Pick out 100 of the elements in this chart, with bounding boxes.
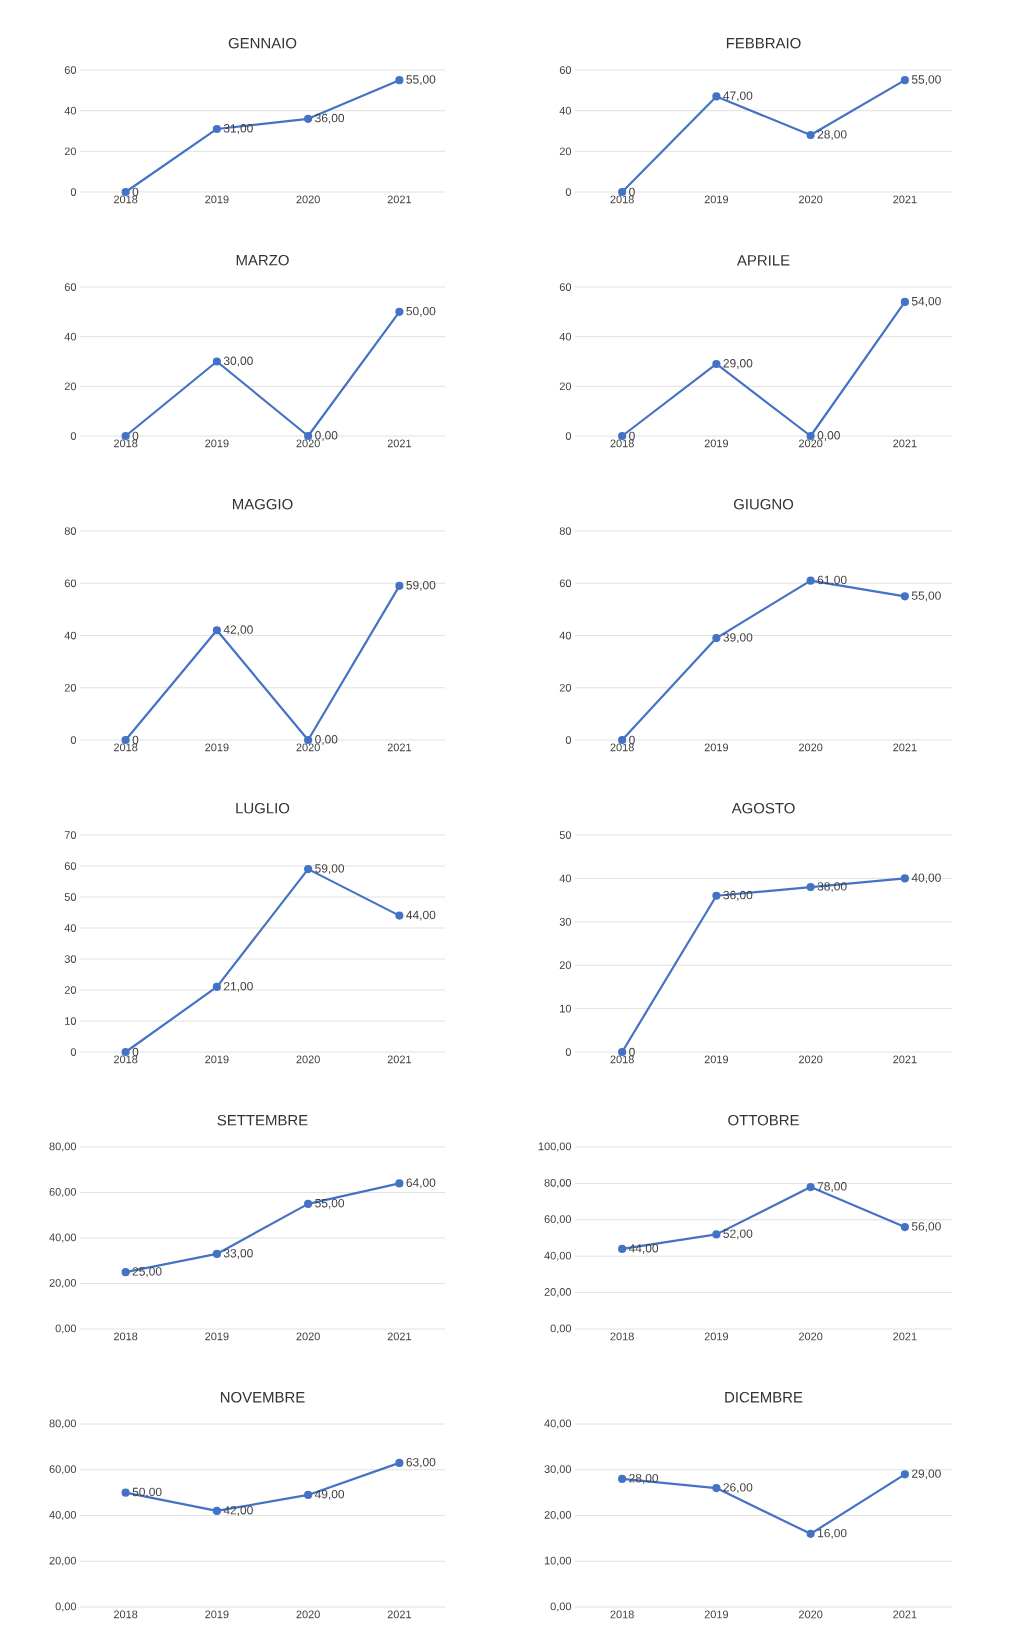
- y-tick-label: 20,00: [49, 1279, 77, 1289]
- point: [395, 307, 404, 316]
- x-tick-label: 2019: [704, 195, 729, 204]
- x-tick-label: 2019: [704, 1332, 729, 1341]
- y-tick-label: 60: [559, 579, 572, 588]
- y-tick-label: 20: [559, 961, 572, 970]
- data-label: 26,00: [723, 1483, 753, 1494]
- y-tick-label: 80,00: [544, 1178, 572, 1188]
- y-tick-label: 60: [64, 283, 77, 291]
- x-tick-label: 2020: [798, 195, 823, 204]
- y-tick-label: 20: [559, 147, 572, 156]
- x-tick-label: 2019: [205, 1610, 229, 1619]
- x-tick-label: 2020: [798, 743, 823, 752]
- x-tick-label: 2018: [610, 1055, 634, 1064]
- y-tick-label: 20: [64, 147, 77, 156]
- point: [712, 1483, 721, 1493]
- x-tick-label: 2021: [387, 1332, 412, 1341]
- data-label: 44,00: [628, 1244, 659, 1254]
- y-tick-label: 0: [70, 432, 77, 440]
- x-tick-label: 2021: [387, 1610, 412, 1619]
- y-tick-label: 40,00: [544, 1251, 572, 1261]
- y-tick-label: 80: [64, 527, 77, 535]
- x-tick-label: 2021: [387, 195, 412, 204]
- chart-title: FEBBRAIO: [726, 37, 801, 49]
- y-tick-label: 80,00: [49, 1142, 77, 1152]
- y-tick-label: 10: [560, 1004, 572, 1013]
- y-tick-label: 0,00: [55, 1324, 77, 1334]
- y-tick-label: 20: [559, 683, 572, 692]
- x-tick-label: 2019: [704, 1610, 729, 1619]
- chart-title: LUGLIO: [236, 802, 290, 814]
- data-label: 0: [132, 735, 139, 745]
- y-tick-label: 80,00: [49, 1419, 77, 1429]
- x-tick-label: 2018: [113, 1055, 138, 1064]
- point: [806, 883, 815, 892]
- y-tick-label: 60: [64, 66, 77, 74]
- point: [395, 1179, 404, 1188]
- data-label: 55,00: [911, 75, 941, 86]
- point: [618, 1474, 627, 1484]
- point: [712, 359, 721, 369]
- chart-title: SETTEMBRE: [217, 1114, 308, 1126]
- y-tick-label: 40: [64, 924, 77, 932]
- y-tick-label: 40: [64, 631, 77, 640]
- point: [304, 114, 313, 123]
- data-label: 0: [132, 187, 139, 197]
- point: [121, 1488, 130, 1497]
- point: [395, 581, 404, 590]
- x-tick-label: 2021: [893, 439, 917, 448]
- x-tick-label: 2018: [113, 439, 138, 448]
- point: [304, 865, 313, 874]
- data-label: 0: [132, 431, 139, 441]
- chart-title: MAGGIO: [233, 498, 293, 510]
- y-tick-label: 60,00: [49, 1465, 77, 1475]
- x-tick-label: 2021: [893, 743, 917, 752]
- y-tick-label: 10,00: [544, 1556, 572, 1566]
- y-tick-label: 50: [559, 831, 572, 839]
- point: [806, 130, 815, 140]
- point: [212, 124, 221, 134]
- data-label: 29,00: [911, 1469, 941, 1480]
- y-tick-label: 0,00: [55, 1602, 77, 1612]
- y-tick-label: 60,00: [49, 1188, 77, 1198]
- data-label: 0: [629, 1047, 635, 1057]
- chart-title: DICEMBRE: [725, 1391, 803, 1403]
- point: [900, 1223, 909, 1232]
- point: [618, 1244, 627, 1254]
- x-tick-label: 2019: [205, 1332, 229, 1341]
- y-tick-label: 0,00: [550, 1602, 572, 1612]
- chart-title: GIUGNO: [733, 498, 794, 510]
- y-tick-label: 20: [559, 382, 572, 391]
- y-tick-label: 100,00: [538, 1142, 572, 1152]
- y-tick-label: 60: [64, 579, 77, 588]
- x-tick-label: 2019: [205, 439, 229, 448]
- y-tick-label: 70: [64, 831, 77, 839]
- data-label: 33,00: [223, 1249, 253, 1259]
- data-label: 42,00: [223, 1506, 253, 1516]
- data-label: 56,00: [911, 1222, 941, 1233]
- data-label: 39,00: [723, 633, 753, 644]
- x-tick-label: 2018: [610, 1610, 634, 1619]
- point: [712, 634, 721, 643]
- point: [395, 911, 404, 920]
- y-tick-label: 40,00: [49, 1511, 77, 1521]
- data-label: 36,00: [315, 113, 345, 124]
- data-label: 0: [629, 431, 635, 441]
- data-label: 0,00: [315, 735, 338, 745]
- x-tick-label: 2020: [296, 1332, 320, 1341]
- data-label: 59,00: [315, 864, 345, 875]
- point: [900, 592, 909, 601]
- data-label: 54,00: [911, 296, 941, 307]
- point: [900, 1470, 909, 1479]
- y-tick-label: 0: [70, 1048, 77, 1056]
- x-tick-label: 2020: [296, 743, 320, 752]
- point: [121, 1268, 130, 1277]
- x-tick-label: 2019: [704, 1055, 729, 1064]
- chart-title: APRILE: [736, 255, 790, 266]
- x-tick-label: 2020: [798, 1055, 823, 1064]
- y-tick-label: 0,00: [550, 1324, 572, 1334]
- point: [900, 874, 909, 883]
- data-label: 25,00: [132, 1267, 162, 1278]
- x-tick-label: 2018: [113, 1332, 138, 1341]
- data-label: 63,00: [406, 1457, 436, 1468]
- x-tick-label: 2018: [113, 195, 138, 204]
